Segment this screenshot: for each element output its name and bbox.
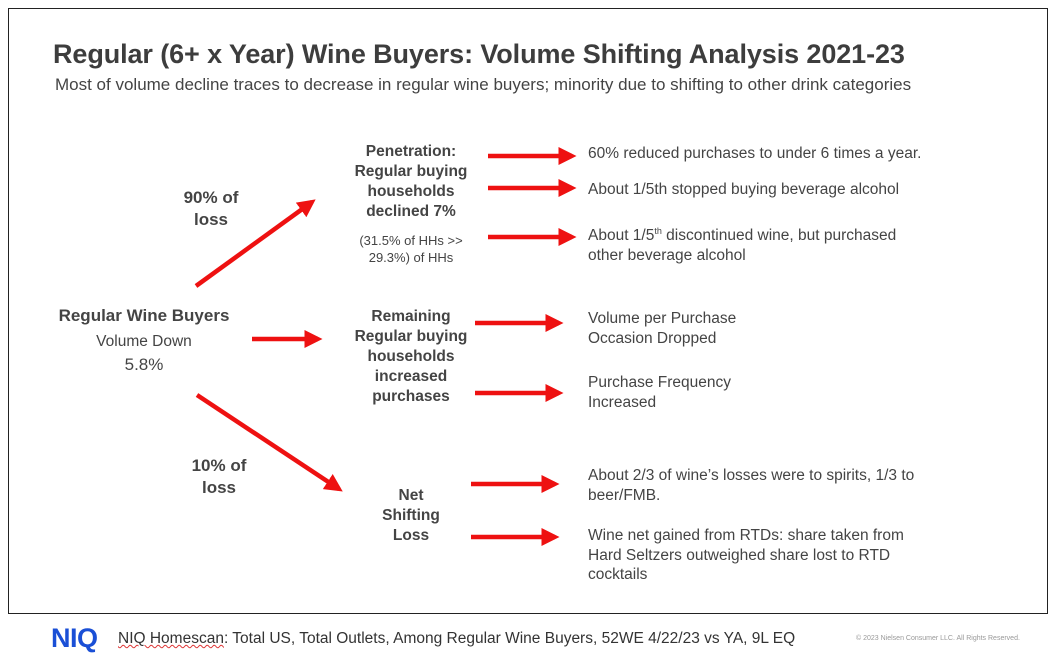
- outcome-shifting-1-line-2: beer/FMB.: [588, 486, 661, 504]
- outcome-shifting-2-line-1: Wine net gained from RTDs: share taken f…: [588, 527, 904, 544]
- slide-subtitle: Most of volume decline traces to decreas…: [55, 75, 912, 94]
- node-penetration-line-4: declined 7%: [366, 203, 456, 220]
- node-penetration-note: (31.5% of HHs >> 29.3%) of HHs: [331, 232, 491, 266]
- outcome-penetration-1: 60% reduced purchases to under 6 times a…: [588, 145, 922, 162]
- outcome-remaining-2-line-2: Increased: [588, 393, 657, 411]
- copyright-notice: © 2023 Nielsen Consumer LLC. All Rights …: [856, 635, 1020, 642]
- node-penetration: Penetration: Regular buying households d…: [331, 142, 491, 222]
- outcome-shifting-2: Wine net gained from RTDs: share taken f…: [588, 526, 904, 585]
- outcome-penetration-3-line-1: About 1/5th discontinued wine, but purch…: [588, 226, 897, 245]
- node-remaining-line-1: Remaining: [371, 308, 451, 325]
- slide-title: Regular (6+ x Year) Wine Buyers: Volume …: [53, 39, 905, 69]
- arrow-root-to-penetration: [194, 199, 316, 288]
- node-penetration-line-2: Regular buying: [354, 163, 468, 180]
- node-penetration-line-1: Penetration:: [365, 143, 457, 160]
- outcome-remaining-1-line-1: Volume per Purchase: [588, 310, 737, 327]
- arrow-root-to-shifting: [195, 393, 343, 492]
- outcome-remaining-2-line-1: Purchase Frequency: [588, 374, 732, 391]
- node-shifting-line-1: Net: [398, 487, 424, 504]
- outcome-penetration-3-line-2: other beverage alcohol: [588, 246, 746, 264]
- source-brand: NIQ Homescan: [118, 630, 224, 647]
- outcome-shifting-1: About 2/3 of wine’s losses were to spiri…: [588, 466, 914, 505]
- source-note: NIQ Homescan: Total US, Total Outlets, A…: [118, 630, 795, 648]
- outcome-remaining-2: Purchase Frequency Increased: [588, 373, 731, 412]
- branch-label-upper-line-2: loss: [193, 210, 229, 229]
- outcome-remaining-1: Volume per Purchase Occasion Dropped: [588, 309, 736, 348]
- node-penetration-line-3: households: [367, 183, 455, 200]
- root-line-1: Volume Down: [96, 333, 192, 350]
- node-remaining: Remaining Regular buying households incr…: [331, 307, 491, 407]
- outcome-shifting-2-line-2: Hard Seltzers outweighed share lost to R…: [588, 546, 891, 564]
- niq-logo: NIQ: [51, 623, 98, 653]
- outcome-shifting-1-line-1: About 2/3 of wine’s losses were to spiri…: [588, 467, 915, 484]
- branch-label-lower-line-1: 10% of: [191, 456, 247, 475]
- node-remaining-line-5: purchases: [372, 388, 450, 405]
- outcome-penetration-3: About 1/5th discontinued wine, but purch…: [588, 222, 896, 265]
- node-shifting: Net Shifting Loss: [351, 486, 471, 546]
- node-remaining-line-3: households: [367, 348, 455, 365]
- node-shifting-line-2: Shifting: [382, 507, 440, 524]
- branch-label-upper-line-1: 90% of: [183, 188, 239, 207]
- node-penetration-note-line-1: (31.5% of HHs >>: [359, 233, 463, 248]
- outcome-remaining-1-line-2: Occasion Dropped: [588, 329, 717, 347]
- outcome-penetration-2: About 1/5th stopped buying beverage alco…: [588, 181, 900, 198]
- node-penetration-note-line-2: 29.3%) of HHs: [368, 250, 454, 265]
- outcome-shifting-2-line-3: cocktails: [588, 566, 648, 583]
- branch-label-upper: 90% of loss: [159, 187, 263, 231]
- arrow-layer: [194, 147, 577, 546]
- node-shifting-line-3: Loss: [392, 527, 430, 544]
- branch-label-lower: 10% of loss: [167, 455, 271, 499]
- source-details: : Total US, Total Outlets, Among Regular…: [223, 630, 796, 647]
- node-remaining-line-4: increased: [374, 368, 448, 385]
- node-remaining-line-2: Regular buying: [354, 328, 468, 345]
- root-line-2: 5.8%: [124, 355, 164, 374]
- root-label: Regular Wine Buyers: [58, 306, 230, 325]
- slide-frame: Regular (6+ x Year) Wine Buyers: Volume …: [8, 8, 1048, 614]
- branch-label-lower-line-2: loss: [201, 478, 237, 497]
